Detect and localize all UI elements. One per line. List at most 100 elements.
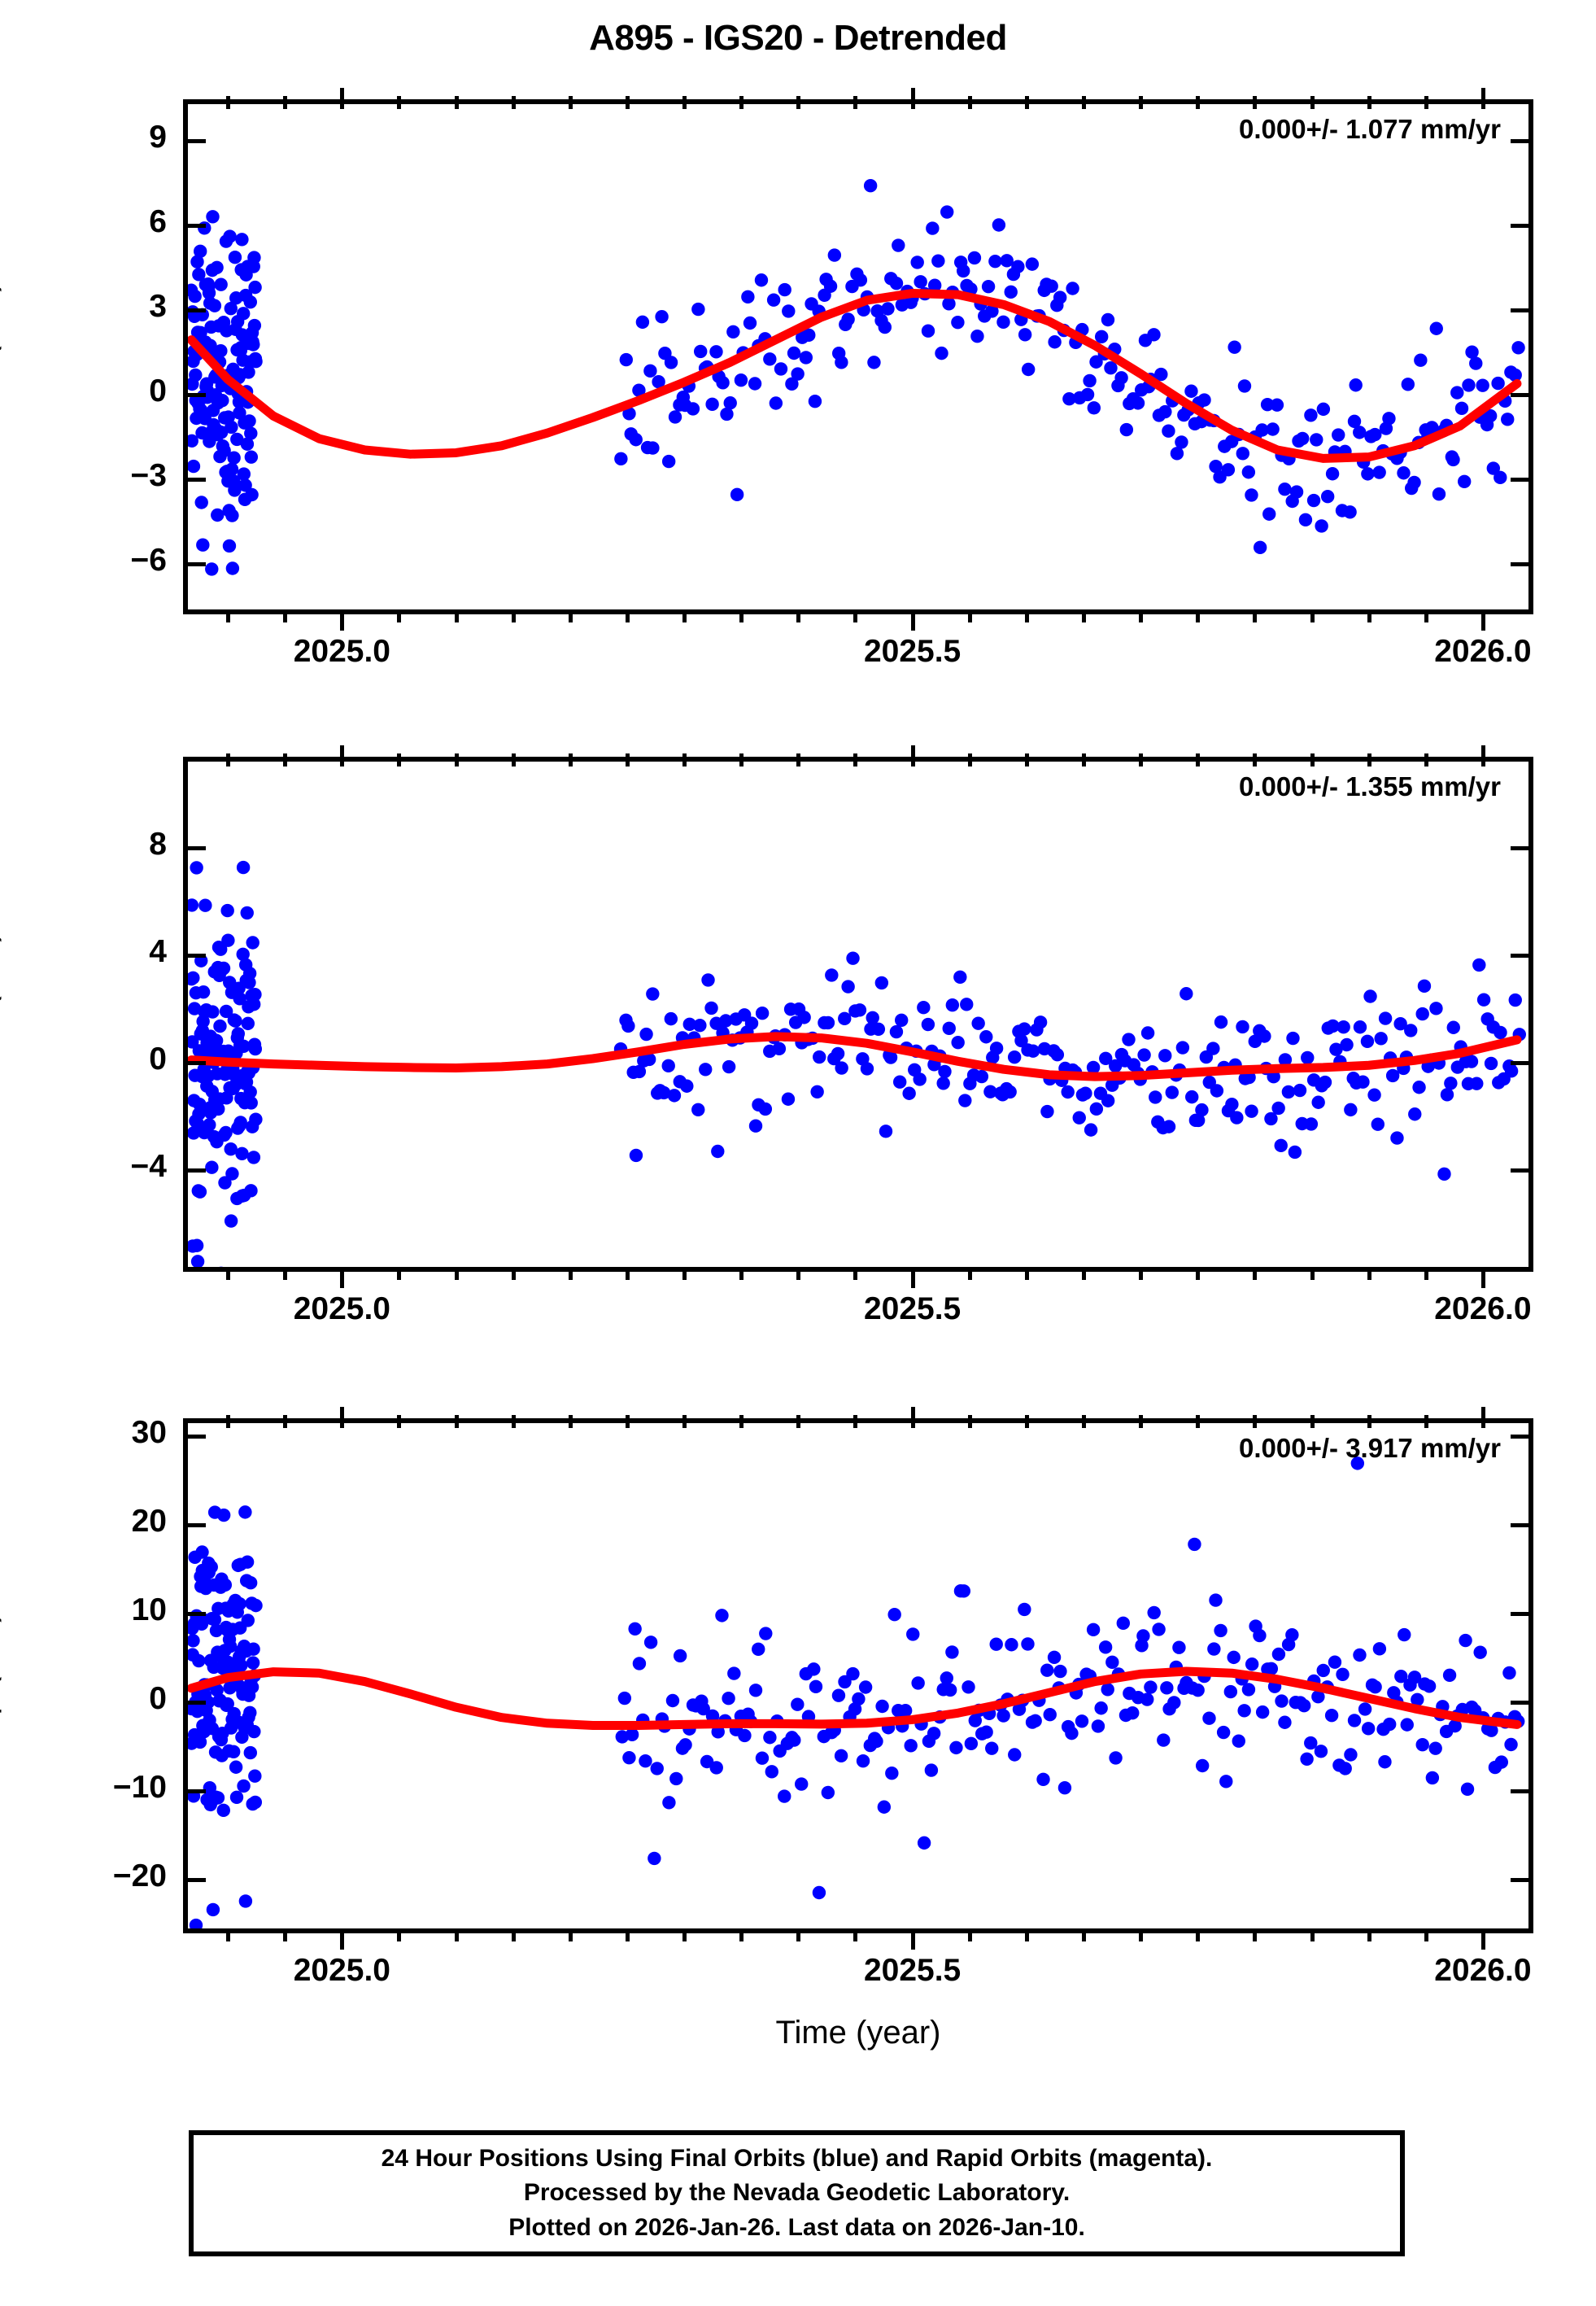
x-minor-tick-mark-top: [1139, 96, 1144, 109]
x-minor-tick-mark: [226, 1267, 231, 1280]
x-major-tick-mark-top: [340, 745, 345, 766]
x-minor-tick-mark: [1424, 609, 1428, 622]
x-minor-tick-mark-top: [454, 96, 459, 109]
x-minor-tick-mark: [682, 1928, 687, 1941]
x-major-tick-mark-top: [1480, 745, 1485, 766]
x-minor-tick-mark-top: [1253, 1415, 1258, 1428]
x-minor-tick-mark-top: [568, 1415, 573, 1428]
x-major-tick-mark: [1480, 609, 1485, 631]
x-minor-tick-mark: [967, 1928, 972, 1941]
y-tick-mark-up-3: [188, 1701, 206, 1705]
x-minor-tick-mark: [511, 1928, 516, 1941]
x-minor-tick-mark: [1196, 1928, 1201, 1941]
x-major-tick-mark-top: [910, 88, 915, 109]
x-minor-tick-mark: [1139, 1928, 1144, 1941]
x-minor-tick-mark-top: [1082, 753, 1086, 766]
rate-annotation-up: 0.000+/- 3.917 mm/yr: [1239, 1433, 1501, 1463]
x-minor-tick-mark-top: [1082, 96, 1086, 109]
x-minor-tick-mark-top: [454, 753, 459, 766]
x-minor-tick-mark: [568, 1928, 573, 1941]
y-tick-mark-right-east-2: [1511, 308, 1528, 313]
y-tick-mark-right-north-0: [1511, 845, 1528, 850]
x-minor-tick-mark-top: [682, 96, 687, 109]
y-tick-mark-right-up-3: [1511, 1701, 1528, 1705]
x-minor-tick-mark: [1024, 1267, 1029, 1280]
y-tick-label-east-4: −3: [130, 458, 167, 494]
x-minor-tick-mark-top: [682, 1415, 687, 1428]
x-minor-tick-mark: [1367, 609, 1371, 622]
x-minor-tick-mark-top: [796, 1415, 801, 1428]
y-tick-mark-up-5: [188, 1878, 206, 1883]
x-minor-tick-mark-top: [1424, 96, 1428, 109]
y-tick-label-north-1: 4: [149, 933, 167, 969]
x-minor-tick-mark: [1082, 1928, 1086, 1941]
x-minor-tick-mark-top: [796, 753, 801, 766]
x-minor-tick-mark-top: [682, 753, 687, 766]
y-tick-label-up-5: −20: [112, 1858, 167, 1894]
y-tick-mark-right-north-3: [1511, 1168, 1528, 1173]
x-minor-tick-mark: [568, 609, 573, 622]
x-minor-tick-mark-top: [739, 96, 744, 109]
x-minor-tick-mark: [625, 1267, 630, 1280]
plot-area-up: [183, 1418, 1533, 1933]
x-minor-tick-mark: [1310, 1267, 1315, 1280]
x-minor-tick-mark: [283, 609, 288, 622]
x-minor-tick-mark: [853, 609, 858, 622]
y-tick-label-east-1: 6: [149, 204, 167, 240]
y-tick-mark-right-up-4: [1511, 1789, 1528, 1794]
x-major-tick-mark: [1480, 1267, 1485, 1288]
x-minor-tick-mark: [796, 609, 801, 622]
y-tick-mark-east-2: [188, 308, 206, 313]
x-minor-tick-mark-top: [796, 96, 801, 109]
x-minor-tick-mark: [796, 1267, 801, 1280]
x-tick-label-north-1: 2025.5: [863, 1291, 962, 1326]
x-major-tick-mark-top: [1480, 88, 1485, 109]
y-tick-mark-up-0: [188, 1435, 206, 1439]
x-major-tick-mark-top: [1480, 1407, 1485, 1428]
x-major-tick-mark: [340, 609, 345, 631]
x-minor-tick-mark: [1196, 1267, 1201, 1280]
x-minor-tick-mark-top: [226, 96, 231, 109]
x-minor-tick-mark: [1253, 1928, 1258, 1941]
x-minor-tick-mark-top: [1310, 1415, 1315, 1428]
x-major-tick-mark-top: [910, 745, 915, 766]
y-tick-label-up-4: −10: [112, 1770, 167, 1806]
x-minor-tick-mark-top: [511, 96, 516, 109]
x-minor-tick-mark: [1024, 609, 1029, 622]
x-tick-label-east-0: 2025.0: [293, 634, 390, 669]
x-minor-tick-mark: [1139, 609, 1144, 622]
x-minor-tick-mark-top: [1310, 753, 1315, 766]
x-minor-tick-mark: [226, 1928, 231, 1941]
y-tick-mark-north-1: [188, 953, 206, 958]
x-minor-tick-mark-top: [1253, 753, 1258, 766]
y-axis-label-north: North (mm): [0, 756, 2, 1271]
x-minor-tick-mark: [1082, 609, 1086, 622]
y-tick-mark-north-3: [188, 1168, 206, 1173]
x-major-tick-mark: [910, 1267, 915, 1288]
x-minor-tick-mark: [1024, 1928, 1029, 1941]
x-axis-label: Time (year): [775, 2015, 941, 2051]
x-minor-tick-mark-top: [1082, 1415, 1086, 1428]
x-minor-tick-mark-top: [511, 1415, 516, 1428]
x-minor-tick-mark-top: [853, 753, 858, 766]
x-minor-tick-mark: [625, 609, 630, 622]
x-minor-tick-mark-top: [283, 1415, 288, 1428]
x-minor-tick-mark: [397, 1928, 402, 1941]
x-major-tick-mark: [910, 609, 915, 631]
x-minor-tick-mark-top: [226, 1415, 231, 1428]
x-minor-tick-mark-top: [1024, 753, 1029, 766]
x-minor-tick-mark-top: [1310, 96, 1315, 109]
x-minor-tick-mark-top: [397, 753, 402, 766]
x-minor-tick-mark-top: [625, 1415, 630, 1428]
x-minor-tick-mark: [454, 1928, 459, 1941]
x-minor-tick-mark-top: [1367, 753, 1371, 766]
x-minor-tick-mark: [397, 1267, 402, 1280]
x-minor-tick-mark-top: [1139, 753, 1144, 766]
x-major-tick-mark-top: [910, 1407, 915, 1428]
y-tick-mark-east-5: [188, 562, 206, 567]
x-minor-tick-mark: [1310, 609, 1315, 622]
plot-area-east: [183, 99, 1533, 614]
x-minor-tick-mark-top: [967, 1415, 972, 1428]
x-minor-tick-mark-top: [1139, 1415, 1144, 1428]
